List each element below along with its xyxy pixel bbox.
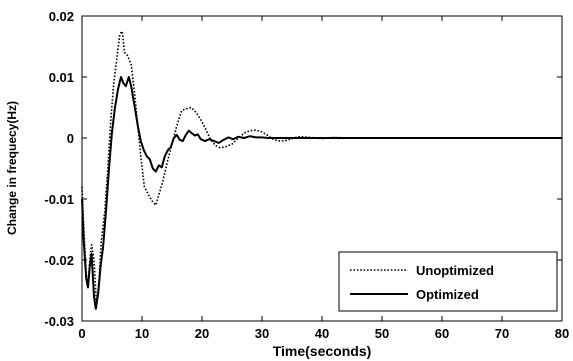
y-tick-label: -0.01 xyxy=(44,192,74,207)
x-tick-label: 70 xyxy=(495,326,509,341)
y-axis-label: Change in frequecy(Hz) xyxy=(5,101,19,235)
legend-label-optimized: Optimized xyxy=(416,287,479,302)
x-axis-label: Time(seconds) xyxy=(273,343,372,359)
y-tick-label: -0.03 xyxy=(44,314,74,329)
y-tick-label: 0.02 xyxy=(49,9,74,24)
x-tick-label: 60 xyxy=(435,326,449,341)
x-tick-label: 80 xyxy=(555,326,569,341)
x-tick-label: 50 xyxy=(375,326,389,341)
y-tick-label: -0.02 xyxy=(44,253,74,268)
ticks-layer: 0 10 20 30 40 50 60 70 80 -0.03 -0.02 -0.01 0 0.01 0.0… xyxy=(44,9,569,341)
x-tick-label: 20 xyxy=(195,326,209,341)
series-line-unoptimized xyxy=(81,30,562,304)
legend-label-unoptimized: Unoptimized xyxy=(416,263,494,278)
series-layer xyxy=(81,30,562,310)
x-tick-label: 40 xyxy=(315,326,329,341)
legend: Unoptimized Optimized xyxy=(338,251,558,312)
x-tick-label: 30 xyxy=(255,326,269,341)
x-tick-label: 0 xyxy=(78,326,85,341)
series-line-optimized xyxy=(81,76,562,310)
y-tick-label: 0.01 xyxy=(49,70,74,85)
legend-box xyxy=(338,251,558,312)
x-tick-label: 10 xyxy=(135,326,149,341)
y-tick-label: 0 xyxy=(67,131,74,146)
